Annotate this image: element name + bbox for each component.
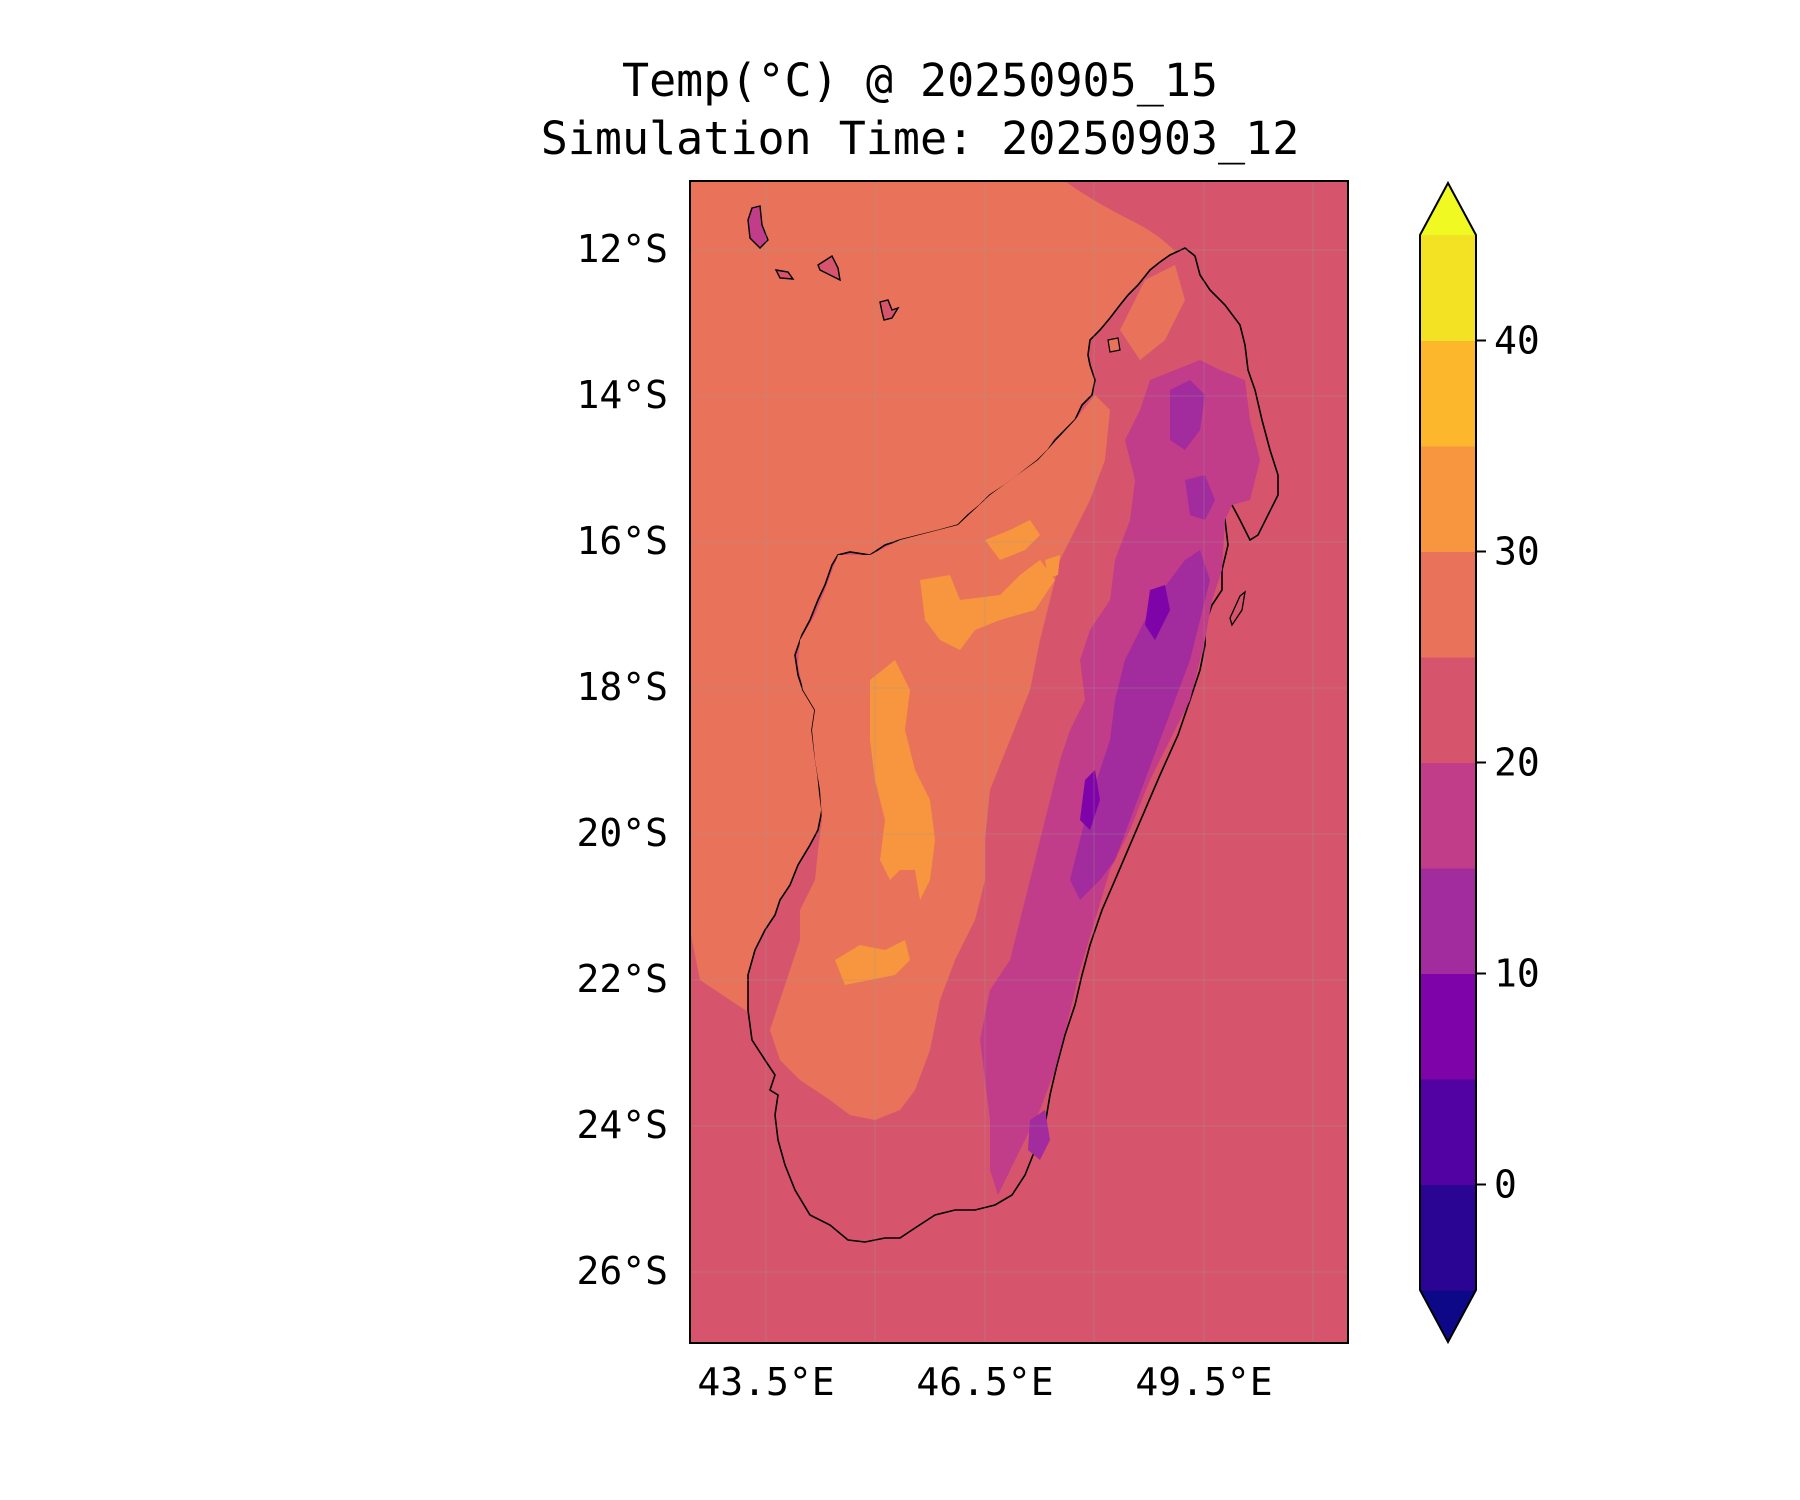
map-panel: [690, 181, 1348, 1343]
colorbar-tick-label: 30: [1494, 530, 1540, 574]
lat-tick-label: 26°S: [576, 1249, 668, 1293]
island-nosy-be: [1107, 337, 1121, 353]
lon-tick-label: 43.5°E: [697, 1360, 834, 1404]
colorbar-band: [1420, 868, 1476, 974]
colorbar-tick-label: 20: [1494, 741, 1540, 785]
highlands-cool-2: [1028, 380, 1215, 1160]
colorbar-under-extension: [1420, 1290, 1476, 1342]
map-title-line2: Simulation Time: 20250903_12: [541, 112, 1300, 165]
colorbar-tick-label: 0: [1494, 1163, 1517, 1207]
island-moheli: [774, 269, 795, 280]
land-hot-south: [835, 940, 910, 985]
colorbar-band: [1420, 551, 1476, 658]
lat-tick-label: 14°S: [576, 373, 668, 417]
colorbar-band: [1420, 1184, 1476, 1291]
colorbar: 0 10 20 30 40: [1419, 180, 1540, 1345]
lon-tick-label: 46.5°E: [916, 1360, 1053, 1404]
land-hot-patch: [1045, 555, 1060, 578]
lon-tick-label: 49.5°E: [1135, 1360, 1272, 1404]
comoros-islands: [747, 205, 1246, 627]
island-grande-comore: [747, 205, 769, 249]
gridlines: [690, 181, 1348, 1343]
island-anjouan: [817, 254, 841, 282]
lon-axis: 43.5°E 46.5°E 49.5°E: [697, 1360, 1272, 1404]
lat-tick-label: 12°S: [576, 227, 668, 271]
colorbar-band: [1420, 762, 1476, 869]
map-frame: [689, 180, 1349, 1344]
lat-tick-label: 16°S: [576, 519, 668, 563]
colorbar-band: [1420, 446, 1476, 552]
land-hot-north: [920, 560, 1055, 650]
colorbar-tick-label: 10: [1494, 952, 1540, 996]
land-hot-north-small: [985, 520, 1040, 560]
colorbar-band: [1420, 235, 1476, 341]
colorbar-outline: [1419, 180, 1477, 1345]
lat-tick-label: 18°S: [576, 665, 668, 709]
island-mayotte: [879, 299, 900, 321]
lat-axis: 12°S 14°S 16°S 18°S 20°S 22°S 24°S 26°S: [576, 227, 668, 1293]
colorbar-band: [1420, 1079, 1476, 1185]
lat-tick-label: 20°S: [576, 811, 668, 855]
map-title-line1: Temp(°C) @ 20250905_15: [622, 54, 1218, 107]
highlands-cold: [1080, 585, 1170, 830]
colorbar-band: [1420, 973, 1476, 1080]
lat-tick-label: 22°S: [576, 957, 668, 1001]
colorbar-tick-label: 40: [1494, 319, 1540, 363]
colorbar-over-extension: [1420, 183, 1476, 235]
colorbar-band: [1420, 657, 1476, 763]
land-northwest-warm: [1120, 265, 1185, 360]
ocean-sw-warm-band: [690, 995, 765, 1070]
island-sainte-marie: [1229, 590, 1246, 627]
lat-tick-label: 24°S: [576, 1103, 668, 1147]
colorbar-band: [1420, 340, 1476, 447]
land-hot-central-west: [870, 660, 935, 900]
